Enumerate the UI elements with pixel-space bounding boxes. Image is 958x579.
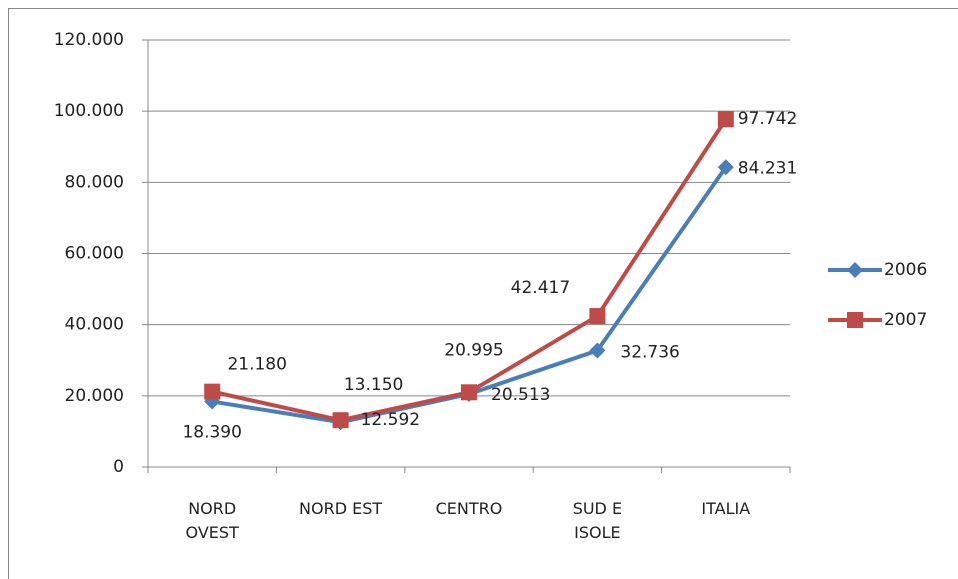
marker — [717, 111, 734, 128]
marker — [461, 384, 477, 401]
data-label: 18.390 — [182, 423, 241, 443]
data-label: 21.180 — [227, 355, 286, 375]
y-tick-label: 100.000 — [54, 101, 124, 121]
marker — [332, 412, 349, 429]
data-label: 84.231 — [738, 158, 797, 178]
y-tick-label: 20.000 — [65, 386, 124, 406]
y-tick-label: 0 — [113, 457, 124, 477]
marker — [589, 342, 606, 359]
x-tick-label: CENTRO — [435, 499, 503, 518]
marker — [589, 308, 606, 325]
x-tick-label: NORD OVEST — [185, 499, 239, 542]
data-label: 97.742 — [738, 109, 797, 129]
series-line — [211, 166, 728, 425]
marker — [717, 159, 734, 176]
data-label: 42.417 — [511, 278, 570, 298]
x-tick-label: NORD EST — [299, 499, 383, 518]
y-tick-label: 80.000 — [65, 172, 124, 192]
legend-label: 2007 — [884, 310, 927, 330]
y-tick-label: 40.000 — [65, 315, 124, 335]
x-tick-label: SUD E ISOLE — [572, 499, 623, 542]
chart-border — [8, 8, 958, 579]
marker — [204, 383, 221, 400]
y-tick-label: 60.000 — [65, 244, 124, 264]
data-label: 20.995 — [444, 340, 503, 360]
data-label: 20.513 — [491, 385, 550, 405]
marker — [847, 262, 863, 278]
data-label: 12.592 — [361, 410, 420, 430]
series-line — [211, 118, 728, 423]
marker — [847, 312, 863, 328]
y-tick-label: 120.000 — [54, 30, 124, 50]
legend-label: 2006 — [884, 260, 927, 280]
data-label: 13.150 — [344, 375, 403, 395]
x-tick-label: ITALIA — [701, 499, 751, 518]
data-label: 32.736 — [620, 343, 679, 363]
